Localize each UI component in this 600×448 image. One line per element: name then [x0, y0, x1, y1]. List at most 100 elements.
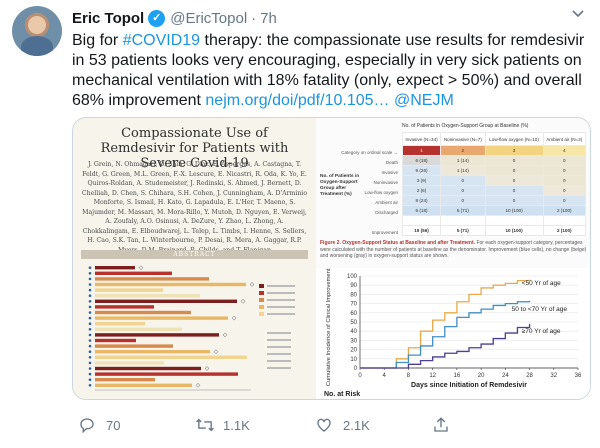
table-cell: 2 (100)	[542, 225, 587, 236]
swimmer-diamond	[204, 366, 210, 371]
swimmer-bar	[95, 338, 136, 343]
action-bar: 70 1.1K 2.1K	[72, 412, 542, 438]
legend-swatch	[259, 298, 264, 302]
x-tick-label: 20	[478, 373, 485, 379]
legend-swatch	[259, 291, 264, 295]
table-cell: 0	[440, 175, 486, 186]
table-cell: 2	[440, 145, 486, 156]
table-row-label: Ambient air	[375, 200, 398, 205]
reply-button[interactable]: 70	[78, 416, 120, 434]
table-row-label: Death	[385, 160, 398, 165]
table-column-header: Low-flow oxygen (N=10)	[484, 132, 544, 146]
paper-authors: J. Grein, N. Ohmagari, D. Shin, G. Diaz,…	[81, 161, 308, 254]
y-axis-label: Cumulative Incidence of Clinical Improve…	[326, 268, 332, 386]
y-tick-label: 40	[350, 329, 357, 335]
x-tick-label: 36	[575, 373, 582, 379]
share-icon	[434, 417, 448, 432]
swimmer-marker	[88, 339, 92, 342]
table-cell: 0	[542, 165, 587, 176]
swimmer-marker	[88, 372, 92, 376]
legend-text-line	[267, 285, 295, 287]
mention-link[interactable]: @NEJM	[393, 92, 454, 109]
table-column-header: Invasive (N=34)	[401, 132, 442, 146]
y-tick-label: 10	[350, 357, 357, 363]
table-cell	[440, 215, 486, 226]
table-cell: 0	[542, 155, 587, 166]
swimmer-marker	[88, 350, 92, 353]
table-cell: 0	[484, 185, 544, 196]
avatar[interactable]	[12, 6, 62, 56]
swimmer-marker	[88, 272, 92, 275]
author-name[interactable]: Eric Topol	[72, 9, 145, 27]
heart-icon	[317, 418, 331, 432]
swimmer-bar	[95, 316, 228, 320]
y-tick-label: 70	[350, 302, 357, 308]
retweet-button[interactable]: 1.1K	[195, 416, 250, 434]
chevron-down-icon[interactable]	[568, 8, 588, 24]
table-cell	[401, 215, 442, 226]
table-cell: 10 (100)	[484, 205, 544, 216]
swimmer-marker	[88, 378, 92, 381]
table-cell: 0	[484, 155, 544, 166]
table-column-header: Ambient air (N=2)	[542, 132, 587, 146]
table-cell: 10 (100)	[484, 225, 544, 236]
like-count: 2.1K	[343, 417, 370, 433]
hashtag-link[interactable]: #COVID19	[122, 32, 201, 49]
x-tick-label: 4	[383, 373, 387, 379]
swimmer-marker	[88, 288, 92, 292]
swimmer-bar	[95, 299, 237, 303]
table-cell: 6 (18)	[401, 205, 442, 216]
swimmer-marker	[88, 356, 92, 359]
swimmer-marker	[88, 294, 92, 297]
table-cell: 5 (71)	[440, 205, 486, 216]
swimmer-marker	[88, 305, 92, 309]
swimmer-marker	[88, 367, 92, 370]
swimmer-bar	[95, 344, 173, 348]
table-row-label: Category on ordinal scale →	[341, 150, 398, 155]
swimmer-diamond	[231, 315, 237, 321]
swimmer-diamond	[222, 332, 228, 338]
swimmer-plot	[88, 265, 295, 391]
swimmer-marker	[88, 361, 92, 365]
table-cell: 0	[542, 185, 587, 196]
table-cell: 3	[484, 145, 544, 156]
y-tick-label: 80	[350, 292, 357, 298]
table-row-label: Noninvasive	[373, 180, 398, 185]
table-cell: 9 (26)	[401, 165, 442, 176]
swimmer-bar	[95, 333, 219, 337]
media-image[interactable]: Compassionate Use of Remdesivir for Pati…	[72, 117, 591, 400]
swimmer-marker	[88, 277, 92, 281]
swimmer-diamond	[240, 298, 246, 304]
y-tick-label: 50	[350, 320, 357, 326]
x-tick-label: 16	[454, 373, 461, 379]
table-column-header: Noninvasive (N=7)	[440, 132, 486, 146]
series-label: 50 to <70 Yr of age	[512, 306, 568, 313]
series-line	[360, 323, 531, 369]
series-label: ≥70 Yr of age	[522, 328, 561, 335]
swimmer-bar	[95, 366, 201, 371]
swimmer-bar	[95, 266, 135, 270]
x-tick-label: 12	[429, 373, 436, 379]
swimmer-diamond	[138, 265, 144, 271]
legend-text-line	[267, 306, 295, 308]
swimmer-marker	[88, 328, 92, 331]
table-cell: 0	[484, 195, 544, 206]
tweet-timestamp[interactable]: 7h	[260, 9, 277, 27]
like-button[interactable]: 2.1K	[315, 416, 370, 434]
swimmer-bar	[95, 305, 154, 309]
y-tick-label: 0	[354, 366, 358, 372]
swimmer-bar	[95, 383, 192, 387]
table-row: 8 (24) 0 0 0	[401, 195, 587, 206]
share-button[interactable]	[432, 416, 450, 439]
swimmer-diamond	[213, 349, 219, 355]
km-chart: 0 10 20 30 40 50 60 70 80 90 100 0 4 8 12 16 20 24 28 32 36 C…	[324, 258, 582, 398]
legend-swatch	[259, 305, 264, 309]
url-link[interactable]: nejm.org/doi/pdf/10.105…	[205, 92, 390, 109]
author-handle[interactable]: @EricTopol	[170, 9, 248, 27]
swimmer-bar	[95, 372, 238, 376]
figure-caption: Figure 2. Oxygen-Support Status at Basel…	[320, 240, 588, 260]
swimmer-diamond	[249, 282, 255, 287]
swimmer-marker	[88, 300, 92, 303]
paper-page: Compassionate Use of Remdesivir for Pati…	[73, 118, 316, 399]
table-cell: 1	[401, 145, 442, 156]
